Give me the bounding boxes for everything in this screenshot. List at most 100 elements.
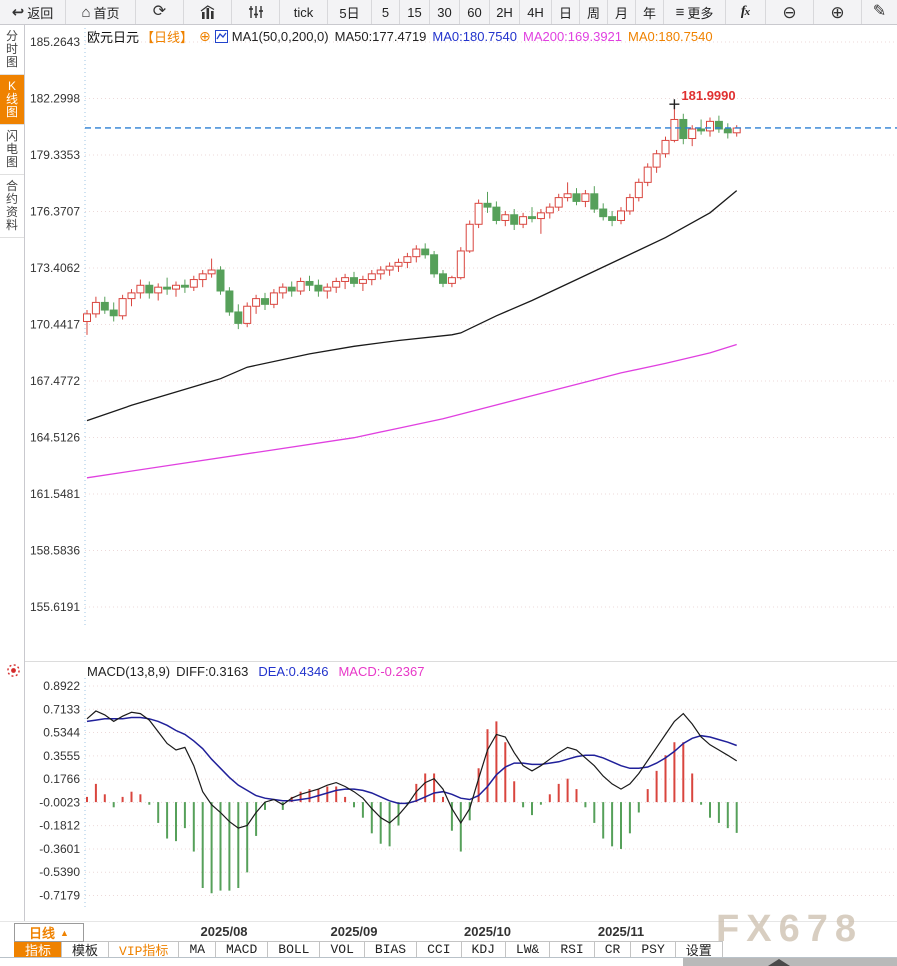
draw-button[interactable]: ✎	[862, 0, 897, 24]
period-selector[interactable]: 日线 ▲	[14, 923, 84, 942]
candle	[180, 284, 189, 288]
tab-boll[interactable]: BOLL	[267, 941, 321, 957]
tab-psy[interactable]: PSY	[630, 941, 676, 957]
tab-ma[interactable]: MA	[178, 941, 217, 957]
x-axis-row: 日线 ▲ 2025/08 2025/09 2025/10 2025/11	[0, 921, 897, 942]
tab-设置[interactable]: 设置	[674, 941, 723, 959]
candle	[332, 280, 341, 288]
candle	[545, 206, 554, 214]
month-axis-label: 2025/10	[464, 924, 511, 939]
interval-month-button[interactable]: 月	[608, 0, 636, 24]
interval-15min-button[interactable]: 15	[400, 0, 430, 24]
more-button[interactable]: ≡ 更多	[664, 0, 726, 24]
refresh-button[interactable]: ⟳	[136, 0, 184, 24]
ma50-value: MA50:177.4719	[334, 29, 427, 44]
candle	[198, 273, 207, 281]
interval-day-button[interactable]: 日	[552, 0, 580, 24]
zoom-in-button[interactable]: ⊕	[814, 0, 862, 24]
candle	[608, 216, 617, 221]
tab-cr[interactable]: CR	[593, 941, 632, 957]
menu-icon: ≡	[675, 3, 685, 21]
candle	[376, 269, 385, 275]
price-axis-label: 179.3353	[30, 148, 80, 162]
toolbar-item-label: 15	[407, 4, 422, 20]
tab-指标[interactable]: 指标	[14, 941, 63, 959]
candle	[394, 261, 403, 267]
candle	[439, 273, 447, 284]
macd-axis-label: -0.0023	[39, 795, 80, 809]
candle	[465, 223, 474, 252]
dea-value: DEA:0.4346	[258, 664, 329, 679]
panel-divider	[25, 661, 897, 662]
candle	[83, 313, 91, 322]
ma0-blue-value: MA0:180.7540	[432, 29, 517, 44]
candle	[287, 286, 296, 292]
sidebar-item-lightning[interactable]: 闪电图	[0, 125, 24, 175]
home-icon: ⌂	[81, 3, 91, 21]
indicator-params-button[interactable]	[232, 0, 280, 24]
tab-模板[interactable]: 模板	[61, 941, 110, 959]
candle	[474, 202, 483, 225]
macd-axis-label: -0.1812	[39, 819, 80, 833]
tab-kdj[interactable]: KDJ	[460, 941, 506, 957]
main-chart-canvas[interactable]: 185.2643 182.2998 179.3353 176.3707 173.4062…	[25, 28, 897, 628]
candle	[358, 279, 367, 284]
candle	[670, 118, 679, 141]
horizontal-scrollbar[interactable]	[683, 958, 897, 966]
chart-header: 欧元日元 【日线】 ⊕ MA1(50,0,200,0) MA50:177.471…	[87, 27, 713, 46]
ma50-line	[86, 190, 738, 422]
interval-5day-button[interactable]: 5日	[328, 0, 372, 24]
chart-style-button[interactable]	[184, 0, 232, 24]
mini-chart-icon[interactable]	[214, 30, 228, 43]
zoom-out-button[interactable]: ⊖	[766, 0, 814, 24]
toolbar-item-label: 5	[381, 4, 390, 20]
candle	[172, 284, 180, 290]
price-axis-label: 164.5126	[30, 431, 80, 445]
macd-chart-canvas[interactable]: 0.8922 0.7133 0.5344 0.3555 0.1766 -0.0023 -0.…	[25, 678, 897, 918]
candle	[697, 128, 706, 132]
tab-vol[interactable]: VOL	[319, 941, 365, 957]
add-indicator-icon[interactable]: ⊕	[199, 28, 211, 44]
chevron-up-icon: ▲	[60, 927, 69, 938]
tab-vip指标[interactable]: VIP指标	[108, 941, 180, 959]
candle	[109, 309, 118, 317]
candle	[136, 284, 145, 294]
tab-cci[interactable]: CCI	[416, 941, 462, 957]
pencil-icon: ✎	[872, 3, 887, 20]
price-axis-label: 170.4417	[30, 318, 80, 332]
candle	[430, 254, 439, 275]
price-axis-label: 167.4772	[30, 374, 80, 388]
candle	[154, 286, 163, 294]
back-button[interactable]: ↩ 返回	[0, 0, 66, 24]
sidebar-item-contract-info[interactable]: 合约资料	[0, 175, 24, 238]
macd-settings-sun-icon[interactable]	[6, 663, 21, 678]
month-axis-label: 2025/09	[330, 924, 378, 939]
toolbar-item-label: tick	[293, 4, 314, 20]
interval-5min-button[interactable]: 5	[372, 0, 400, 24]
candle	[643, 166, 652, 183]
interval-60min-button[interactable]: 60	[460, 0, 490, 24]
candle	[163, 286, 172, 290]
interval-2h-button[interactable]: 2H	[490, 0, 520, 24]
home-button[interactable]: ⌂ 首页	[66, 0, 136, 24]
candle	[367, 273, 376, 281]
candle	[447, 277, 456, 284]
sidebar-item-timeshare[interactable]: 分时图	[0, 25, 24, 75]
interval-year-button[interactable]: 年	[636, 0, 664, 24]
candle	[145, 284, 154, 294]
interval-4h-button[interactable]: 4H	[520, 0, 552, 24]
candle	[261, 298, 269, 305]
toolbar-item-label: 30	[437, 4, 452, 20]
tab-lw[interactable]: LW&	[504, 941, 551, 957]
interval-tick-button[interactable]: tick	[280, 0, 328, 24]
tab-bias[interactable]: BIAS	[363, 941, 418, 957]
price-axis-label: 158.5836	[30, 544, 80, 558]
interval-30min-button[interactable]: 30	[430, 0, 460, 24]
tab-macd[interactable]: MACD	[215, 941, 269, 957]
tab-rsi[interactable]: RSI	[549, 941, 595, 957]
candle	[269, 292, 278, 305]
interval-week-button[interactable]: 周	[580, 0, 608, 24]
